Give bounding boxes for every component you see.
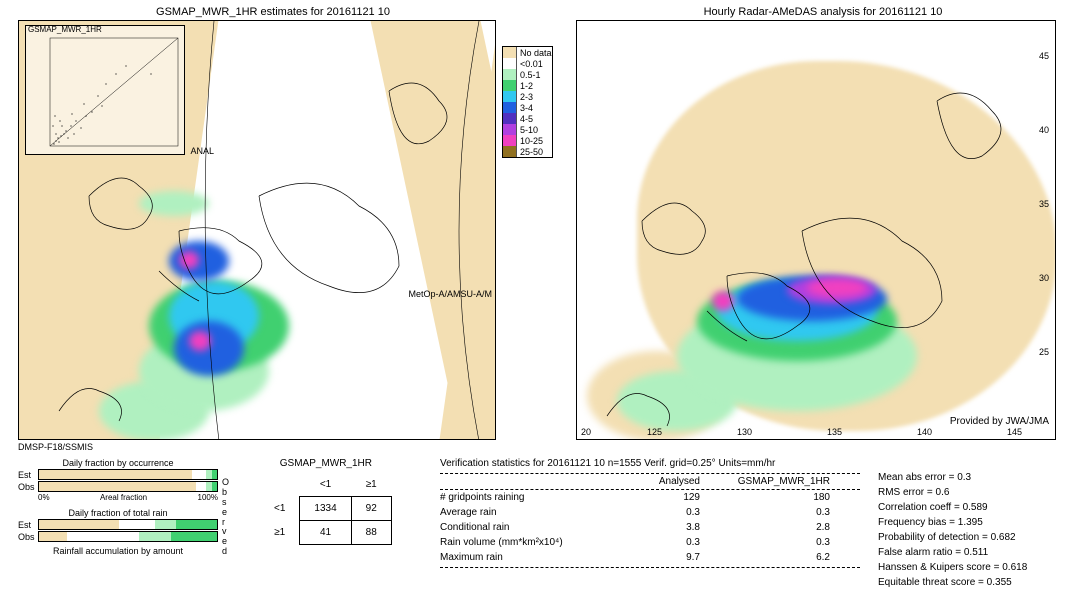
anal-label: ANAL xyxy=(190,146,214,156)
verification-table: Verification statistics for 20161121 10 … xyxy=(440,456,860,568)
color-legend: No data<0.010.5-11-22-33-44-55-1010-2525… xyxy=(502,46,553,158)
stats-list: Mean abs error = 0.3RMS error = 0.6Corre… xyxy=(878,470,1078,590)
left-footer: DMSP-F18/SSMIS xyxy=(18,442,528,452)
observed-label: Observed xyxy=(222,478,236,557)
left-map: GSMAP_MWR_1HR ANAL MetOp-A/AMSU-A/M xyxy=(18,20,496,440)
right-map-title: Hourly Radar-AMeDAS analysis for 2016112… xyxy=(576,6,1070,18)
right-footer: Provided by JWA/JMA xyxy=(950,416,1049,427)
right-coast xyxy=(577,21,1056,440)
left-map-title: GSMAP_MWR_1HR estimates for 20161121 10 xyxy=(18,6,528,18)
contingency-table: GSMAP_MWR_1HR <1≥1 <1133492 ≥14188 xyxy=(260,458,392,545)
right-map: 45 40 35 30 25 20 125 130 135 140 145 Pr… xyxy=(576,20,1056,440)
sat-label: MetOp-A/AMSU-A/M xyxy=(408,289,492,299)
inset-scatter: GSMAP_MWR_1HR ANAL xyxy=(25,25,185,155)
barcharts: Daily fraction by occurrence EstObs 0%Ar… xyxy=(18,458,218,556)
